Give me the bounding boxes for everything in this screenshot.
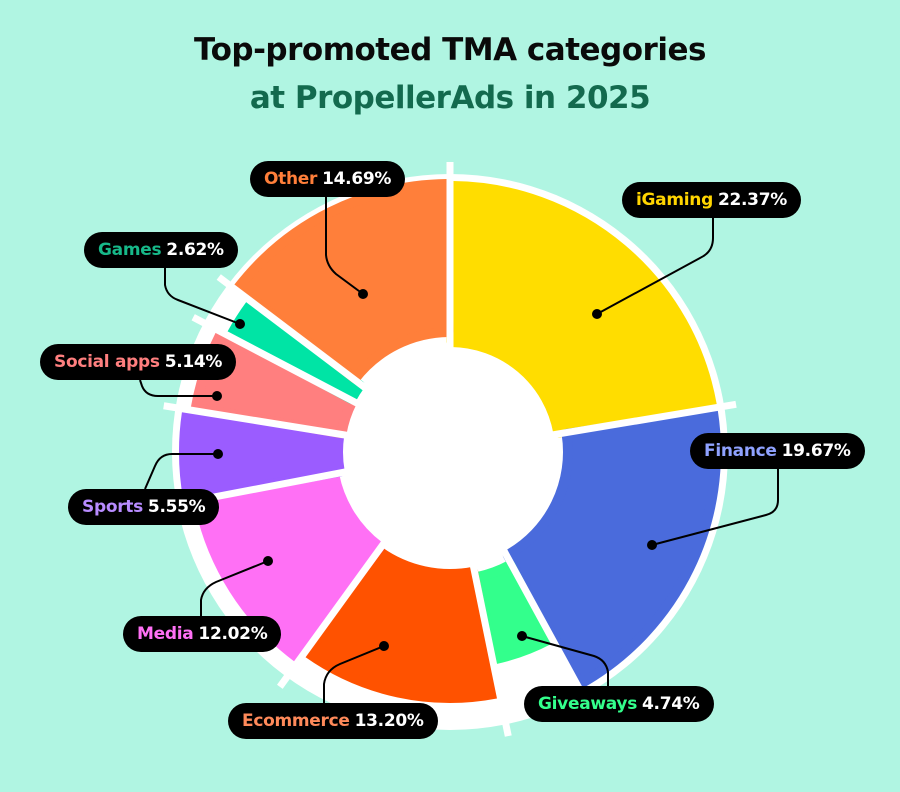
label-finance: Finance 19.67% (690, 433, 865, 469)
slice-igaming (446, 181, 717, 438)
label-value: 12.02% (198, 624, 268, 644)
label-value: 4.74% (642, 694, 700, 714)
label-value: 14.69% (322, 169, 392, 189)
slice-other (233, 179, 454, 384)
leader-line (139, 379, 217, 397)
label-social-apps: Social apps 5.14% (40, 344, 237, 380)
leader-dot (592, 309, 602, 319)
label-games: Games 2.62% (84, 232, 238, 268)
label-category: Ecommerce (242, 711, 350, 731)
leader-line (596, 218, 714, 315)
chart-title-line1: Top-promoted TMA categories (194, 32, 706, 68)
leader-line (323, 645, 385, 703)
label-category: Media (137, 624, 194, 644)
label-category: Social apps (54, 352, 160, 372)
leader-line (651, 469, 779, 546)
leader-dot (358, 289, 368, 299)
label-value: 2.62% (166, 240, 224, 260)
label-ecommerce: Ecommerce 13.20% (228, 703, 438, 739)
leader-dot (213, 449, 223, 459)
leader-dot (517, 631, 527, 641)
label-category: Finance (704, 441, 777, 461)
label-igaming: iGaming 22.37% (622, 182, 801, 218)
label-category: Other (264, 169, 318, 189)
label-sports: Sports 5.55% (68, 489, 220, 525)
label-category: Giveaways (538, 694, 638, 714)
label-category: Games (98, 240, 162, 260)
leader-line (144, 453, 218, 490)
label-giveaways: Giveaways 4.74% (524, 686, 714, 722)
label-other: Other 14.69% (250, 161, 406, 197)
chart-title-line2: at PropellerAds in 2025 (249, 80, 651, 116)
leader-dot (647, 540, 657, 550)
label-value: 5.55% (147, 497, 206, 517)
label-value: 5.14% (164, 352, 223, 372)
label-value: 22.37% (717, 190, 787, 210)
label-category: iGaming (636, 190, 713, 210)
label-value: 19.67% (781, 441, 851, 461)
leader-dot (379, 641, 389, 651)
leader-line (200, 560, 269, 616)
slice-finance (502, 406, 721, 689)
leader-line (164, 268, 241, 325)
label-media: Media 12.02% (123, 616, 282, 652)
label-category: Sports (82, 497, 143, 517)
leader-dot (235, 319, 245, 329)
leader-line (521, 635, 609, 686)
leader-dot (263, 556, 273, 566)
leader-line (325, 197, 364, 295)
leader-dot (212, 391, 222, 401)
label-value: 13.20% (354, 711, 424, 731)
